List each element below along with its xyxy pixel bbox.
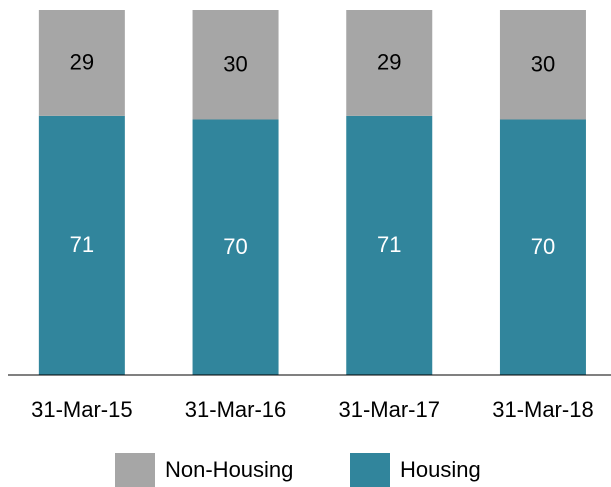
legend-swatch [350,453,390,487]
bar-segment [38,10,125,116]
value-label: 70 [531,234,555,259]
value-label: 30 [223,52,247,77]
x-tick-label: 31-Mar-17 [339,397,440,422]
bar-segment [192,119,279,375]
value-label: 71 [70,232,94,257]
bar-segment [346,10,433,116]
bar-segment [192,10,279,120]
x-tick-label: 31-Mar-15 [31,397,132,422]
x-tick-label: 31-Mar-18 [492,397,593,422]
legend-swatch [115,453,155,487]
value-label: 29 [70,50,94,75]
value-label: 71 [377,232,401,257]
legend-label: Non-Housing [165,457,293,482]
x-tick-label: 31-Mar-16 [185,397,286,422]
value-label: 29 [377,50,401,75]
bar-segment [346,115,433,375]
bar-segment [38,115,125,375]
value-label: 30 [531,52,555,77]
bar-segment [499,10,586,120]
legend-label: Housing [400,457,481,482]
value-label: 70 [223,234,247,259]
bar-segment [499,119,586,375]
